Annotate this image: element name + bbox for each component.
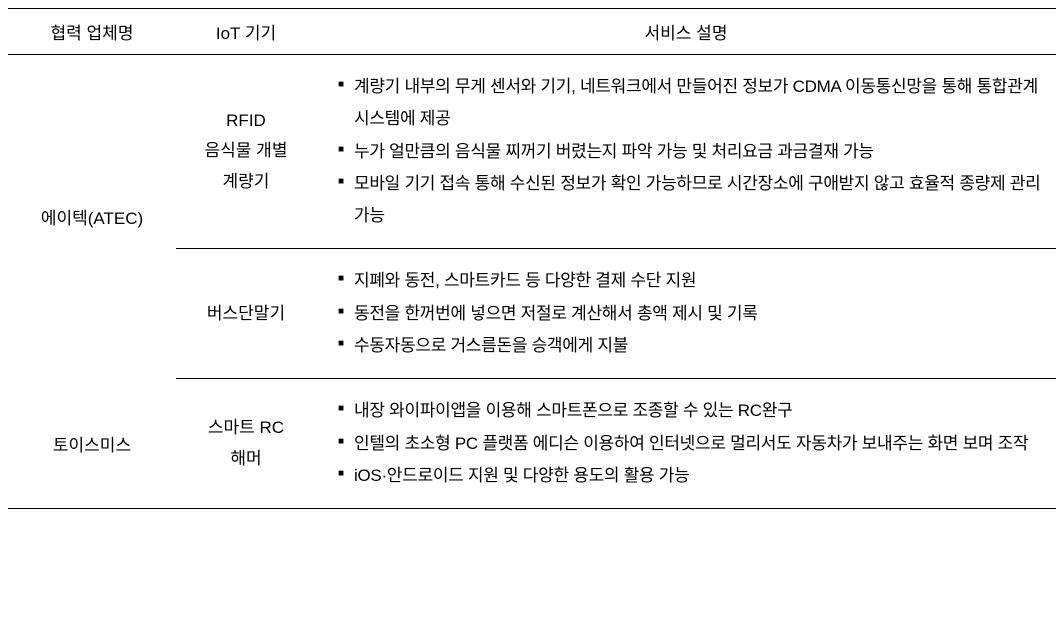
list-item: iOS·안드로이드 지원 및 다양한 용도의 활용 가능 <box>338 460 1042 492</box>
device-name-line: 음식물 개별 <box>205 141 288 160</box>
list-item: 모바일 기기 접속 통해 수신된 정보가 확인 가능하므로 시간장소에 구애받지… <box>338 168 1042 233</box>
list-item: 누가 얼만큼의 음식물 찌꺼기 버렸는지 파악 가능 및 처리요금 과금결재 가… <box>338 136 1042 168</box>
device-cell: 버스단말기 <box>176 249 316 379</box>
iot-services-table: 협력 업체명 IoT 기기 서비스 설명 에이텍(ATEC) RFID 음식물 … <box>8 8 1056 509</box>
header-description: 서비스 설명 <box>316 9 1056 55</box>
list-item: 내장 와이파이앱을 이용해 스마트폰으로 조종할 수 있는 RC완구 <box>338 395 1042 427</box>
device-cell: RFID 음식물 개별 계량기 <box>176 55 316 249</box>
company-cell: 에이텍(ATEC) <box>8 55 176 379</box>
description-list: 지폐와 동전, 스마트카드 등 다양한 결제 수단 지원 동전을 한꺼번에 넣으… <box>322 259 1050 368</box>
device-name-line: 버스단말기 <box>207 304 285 323</box>
header-device: IoT 기기 <box>176 9 316 55</box>
table-header-row: 협력 업체명 IoT 기기 서비스 설명 <box>8 9 1056 55</box>
description-list: 계량기 내부의 무게 센서와 기기, 네트워크에서 만들어진 정보가 CDMA … <box>322 65 1050 238</box>
company-cell: 토이스미스 <box>8 379 176 509</box>
table-row: 에이텍(ATEC) RFID 음식물 개별 계량기 계량기 내부의 무게 센서와… <box>8 55 1056 249</box>
description-cell: 내장 와이파이앱을 이용해 스마트폰으로 조종할 수 있는 RC완구 인텔의 초… <box>316 379 1056 509</box>
list-item: 수동자동으로 거스름돈을 승객에게 지불 <box>338 330 1042 362</box>
table-row: 토이스미스 스마트 RC 해머 내장 와이파이앱을 이용해 스마트폰으로 조종할… <box>8 379 1056 509</box>
description-list: 내장 와이파이앱을 이용해 스마트폰으로 조종할 수 있는 RC완구 인텔의 초… <box>322 389 1050 498</box>
description-cell: 지폐와 동전, 스마트카드 등 다양한 결제 수단 지원 동전을 한꺼번에 넣으… <box>316 249 1056 379</box>
device-name-line: 계량기 <box>223 172 270 191</box>
list-item: 인텔의 초소형 PC 플랫폼 에디슨 이용하여 인터넷으로 멀리서도 자동차가 … <box>338 428 1042 460</box>
device-name-line: 해머 <box>230 449 261 468</box>
header-company: 협력 업체명 <box>8 9 176 55</box>
description-cell: 계량기 내부의 무게 센서와 기기, 네트워크에서 만들어진 정보가 CDMA … <box>316 55 1056 249</box>
device-name-line: 스마트 RC <box>208 418 284 437</box>
device-name-line: RFID <box>226 111 266 130</box>
list-item: 계량기 내부의 무게 센서와 기기, 네트워크에서 만들어진 정보가 CDMA … <box>338 71 1042 136</box>
list-item: 동전을 한꺼번에 넣으면 저절로 계산해서 총액 제시 및 기록 <box>338 298 1042 330</box>
list-item: 지폐와 동전, 스마트카드 등 다양한 결제 수단 지원 <box>338 265 1042 297</box>
device-cell: 스마트 RC 해머 <box>176 379 316 509</box>
